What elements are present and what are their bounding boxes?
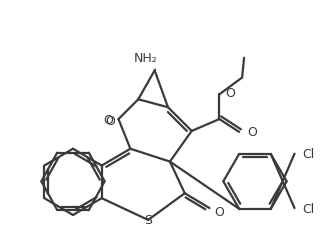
- Text: O: O: [106, 114, 115, 127]
- Text: Cl: Cl: [303, 202, 315, 215]
- Text: Cl: Cl: [303, 148, 315, 160]
- Text: NH₂: NH₂: [133, 52, 157, 65]
- Text: O: O: [104, 113, 113, 126]
- Text: O: O: [247, 126, 257, 139]
- Text: O: O: [225, 86, 235, 100]
- Text: O: O: [214, 205, 224, 218]
- Text: S: S: [144, 214, 152, 226]
